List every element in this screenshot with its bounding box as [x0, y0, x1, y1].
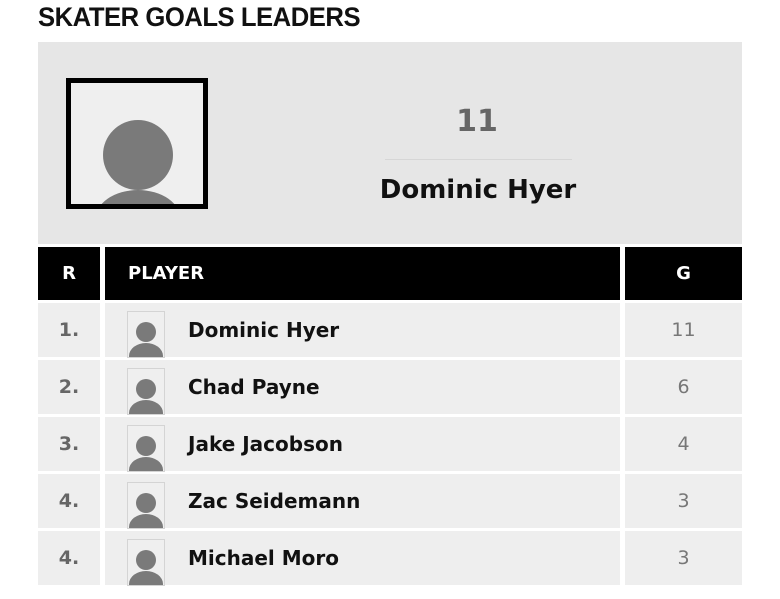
header-goals[interactable]: G: [625, 247, 742, 300]
person-placeholder-icon: [127, 425, 165, 472]
rank-cell: 4.: [38, 474, 100, 528]
player-name-link[interactable]: Chad Payne: [188, 375, 320, 399]
person-placeholder-icon: [127, 482, 165, 529]
player-cell: Chad Payne: [105, 360, 620, 415]
player-name-link[interactable]: Zac Seidemann: [188, 489, 361, 513]
player-name-link[interactable]: Dominic Hyer: [188, 318, 340, 342]
person-placeholder-icon: [127, 311, 165, 358]
player-cell: Michael Moro: [105, 531, 620, 586]
rank-cell: 3.: [38, 417, 100, 471]
header-player[interactable]: PLAYER: [105, 247, 620, 300]
person-placeholder-icon: [127, 368, 165, 415]
header-rank[interactable]: R: [38, 247, 100, 300]
player-cell: Jake Jacobson: [105, 417, 620, 472]
rank-cell: 1.: [38, 303, 100, 357]
leader-card: 11 Dominic Hyer: [38, 42, 742, 244]
player-cell: Dominic Hyer: [105, 303, 620, 358]
goals-cell: 6: [625, 360, 742, 414]
goals-cell: 3: [625, 474, 742, 528]
rank-cell: 2.: [38, 360, 100, 414]
leader-name[interactable]: Dominic Hyer: [379, 175, 577, 205]
goals-cell: 4: [625, 417, 742, 471]
divider: [385, 159, 572, 160]
player-name-link[interactable]: Michael Moro: [188, 546, 339, 570]
player-name-link[interactable]: Jake Jacobson: [188, 432, 343, 456]
person-placeholder-icon: [127, 539, 165, 586]
leader-value: 11: [456, 104, 498, 139]
goals-cell: 11: [625, 303, 742, 357]
person-placeholder-icon: [66, 78, 208, 209]
player-cell: Zac Seidemann: [105, 474, 620, 529]
page-title: SKATER GOALS LEADERS: [38, 2, 361, 32]
goals-cell: 3: [625, 531, 742, 585]
rank-cell: 4.: [38, 531, 100, 585]
